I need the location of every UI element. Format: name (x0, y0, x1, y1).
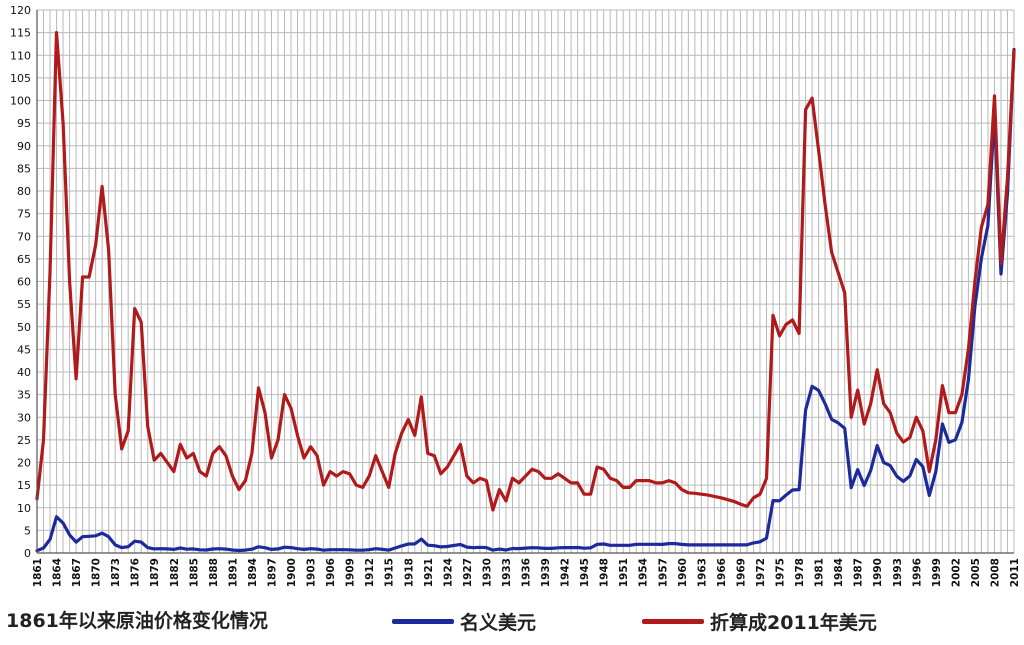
chart-caption: 1861年以来原油价格变化情况 (6, 610, 268, 632)
y-tick-label: 60 (17, 276, 31, 289)
x-tick-label: 1924 (442, 558, 454, 587)
y-tick-label: 50 (17, 321, 31, 334)
series-lines (35, 31, 1016, 553)
series-line-real (35, 31, 1016, 512)
x-tick-label: 1969 (735, 558, 747, 587)
x-tick-label: 1894 (247, 558, 259, 587)
series-line-nominal (35, 47, 1016, 553)
y-tick-label: 30 (17, 411, 31, 424)
y-tick-label: 90 (17, 140, 31, 153)
y-tick-label: 85 (17, 162, 31, 175)
y-tick-label: 120 (10, 4, 31, 17)
x-tick-label: 1945 (579, 558, 591, 587)
y-tick-label: 0 (24, 547, 31, 560)
x-tick-label: 1996 (911, 558, 923, 587)
x-tick-label: 1972 (755, 558, 767, 587)
x-tick-label: 1975 (775, 558, 787, 587)
x-tick-label: 1933 (501, 558, 513, 587)
y-tick-label: 75 (17, 208, 31, 221)
x-tick-label: 1900 (286, 558, 298, 587)
y-tick-label: 5 (24, 524, 31, 537)
y-tick-label: 115 (10, 27, 31, 40)
y-tick-label: 100 (10, 95, 31, 108)
x-tick-label: 1936 (521, 558, 533, 587)
x-tick-label: 1912 (364, 558, 376, 587)
x-tick-label: 1960 (677, 558, 689, 587)
x-tick-label: 1981 (814, 558, 826, 587)
axes (36, 10, 1014, 554)
x-tick-label: 1861 (32, 558, 44, 587)
y-tick-label: 15 (17, 479, 31, 492)
y-tick-label: 10 (17, 502, 31, 515)
legend-item-nominal: 名义美元 (392, 606, 536, 636)
y-tick-label: 20 (17, 457, 31, 470)
x-tick-label: 1990 (872, 558, 884, 587)
y-tick-label: 70 (17, 230, 31, 243)
y-axis-tick-labels: 0 5 10 15 20 25 30 35 40 45 50 55 60 65 70 75 80 85 90 95 10… (10, 4, 31, 560)
x-tick-label: 1867 (71, 558, 83, 587)
x-tick-label: 1999 (931, 558, 943, 587)
x-tick-label: 1888 (208, 558, 220, 587)
x-tick-label: 1897 (266, 558, 278, 587)
x-tick-label: 1942 (560, 558, 572, 587)
legend-item-real: 折算成2011年美元 (642, 606, 877, 636)
x-tick-label: 1870 (91, 558, 103, 587)
y-tick-label: 95 (17, 117, 31, 130)
x-tick-label: 1930 (481, 558, 493, 587)
x-tick-label: 1978 (794, 558, 806, 587)
y-tick-label: 65 (17, 253, 31, 266)
x-tick-label: 1963 (696, 558, 708, 587)
x-tick-label: 1882 (169, 558, 181, 587)
oil-price-line-chart: 0 5 10 15 20 25 30 35 40 45 50 55 60 65 70 75 80 85 90 95 10… (10, 4, 1021, 587)
legend-swatch-nominal (392, 618, 454, 624)
y-tick-label: 110 (10, 49, 31, 62)
x-tick-label: 1939 (540, 558, 552, 587)
x-tick-label: 1957 (657, 558, 669, 587)
x-tick-label: 2011 (1009, 558, 1021, 587)
x-tick-label: 2008 (989, 558, 1001, 587)
x-tick-label: 1909 (345, 558, 357, 587)
y-tick-label: 45 (17, 343, 31, 356)
x-tick-label: 1954 (638, 558, 650, 587)
x-tick-label: 1873 (110, 558, 122, 587)
y-tick-label: 40 (17, 366, 31, 379)
x-tick-label: 1966 (716, 558, 728, 587)
x-tick-label: 1948 (599, 558, 611, 587)
y-tick-label: 25 (17, 434, 31, 447)
x-tick-label: 2002 (950, 558, 962, 587)
x-tick-label: 1921 (423, 558, 435, 587)
y-tick-label: 55 (17, 298, 31, 311)
x-tick-label: 1876 (130, 558, 142, 587)
x-tick-label: 1951 (618, 558, 630, 587)
x-tick-label: 1987 (853, 558, 865, 587)
legend-label-real: 折算成2011年美元 (710, 611, 877, 634)
x-tick-label: 1915 (384, 558, 396, 587)
x-tick-label: 1993 (892, 558, 904, 587)
legend: 1861年以来原油价格变化情况 名义美元 折算成2011年美元 (0, 600, 1024, 645)
x-tick-label: 1903 (306, 558, 318, 587)
legend-swatch-real (642, 618, 704, 624)
x-tick-label: 1906 (325, 558, 337, 587)
y-tick-label: 80 (17, 185, 31, 198)
y-tick-label: 105 (10, 72, 31, 85)
x-axis-tick-labels: 1861 1864 1867 1870 1873 1876 1879 1882 1885 1888… (32, 558, 1021, 587)
grid-lines (36, 9, 1015, 554)
x-tick-label: 1891 (227, 558, 239, 587)
y-tick-label: 35 (17, 389, 31, 402)
x-tick-label: 1927 (462, 558, 474, 587)
x-tick-label: 1984 (833, 558, 845, 587)
x-tick-label: 2005 (970, 558, 982, 587)
legend-label-nominal: 名义美元 (460, 611, 537, 634)
x-tick-label: 1864 (52, 558, 64, 587)
x-tick-label: 1918 (403, 558, 415, 587)
x-tick-label: 1879 (149, 558, 161, 587)
x-tick-label: 1885 (188, 558, 200, 587)
